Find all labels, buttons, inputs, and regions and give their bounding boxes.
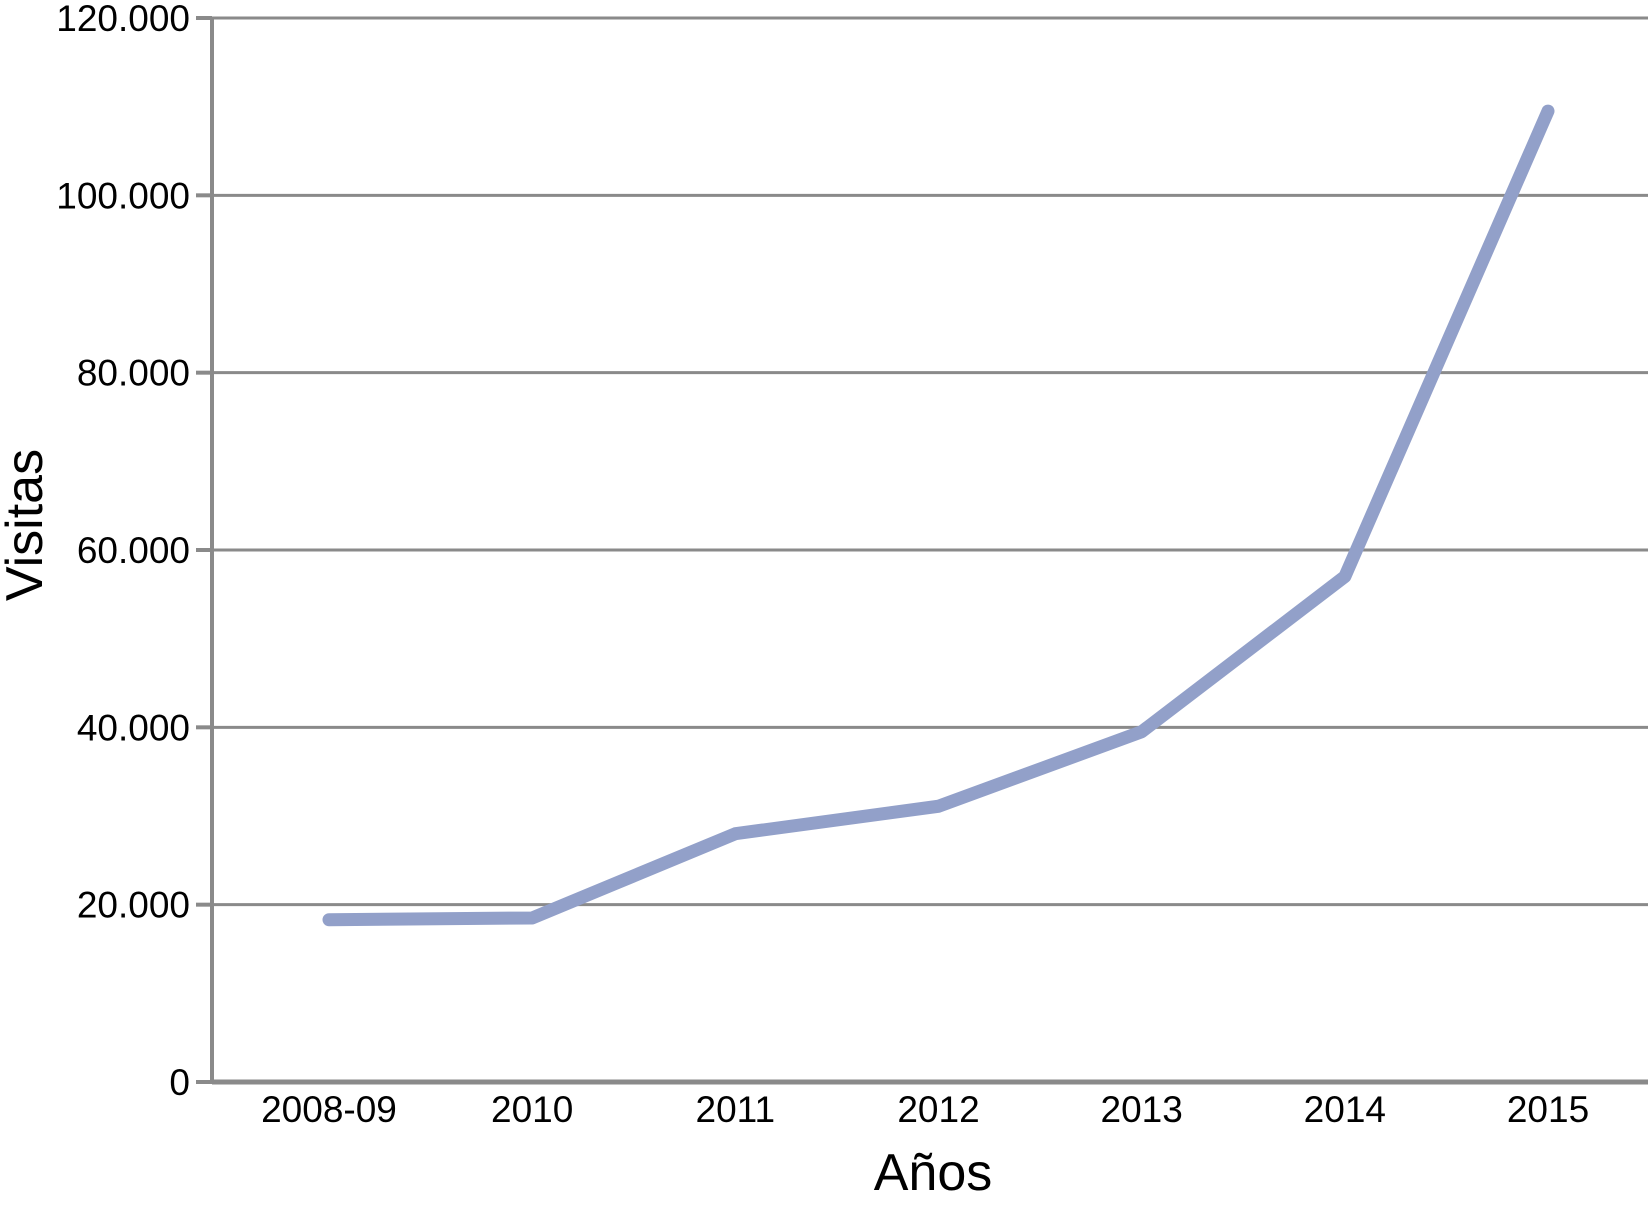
x-tick-label: 2015 <box>1507 1089 1589 1130</box>
x-tick-label: 2013 <box>1101 1089 1183 1130</box>
data-line-visitas <box>322 104 1555 927</box>
x-tick-label: 2011 <box>696 1089 776 1130</box>
y-axis-ticks <box>196 16 212 1084</box>
x-tick-label: 2008-09 <box>261 1089 397 1130</box>
x-tick-label: 2012 <box>897 1089 979 1130</box>
x-tick-label: 2014 <box>1304 1089 1386 1130</box>
y-tick-label: 60.000 <box>77 530 190 571</box>
x-tick-label: 2010 <box>491 1089 573 1130</box>
y-tick-label: 100.000 <box>56 175 190 216</box>
x-axis-title: Años <box>874 1144 993 1202</box>
y-tick-label: 20.000 <box>77 885 190 926</box>
gridlines <box>212 16 1648 907</box>
x-axis-tick-labels: 2008-09 2010 2011 2012 2013 2014 2015 <box>261 1089 1589 1130</box>
y-tick-label: 120.000 <box>56 0 190 39</box>
y-axis-title: Visitas <box>0 449 54 601</box>
y-tick-label: 40.000 <box>77 707 190 748</box>
y-tick-label: 0 <box>169 1062 190 1103</box>
axes <box>210 18 1648 1085</box>
y-axis-tick-labels: 0 20.000 40.000 60.000 80.000 100.000 120.000 <box>56 0 190 1103</box>
y-tick-label: 80.000 <box>77 353 190 394</box>
series-layer <box>322 104 1555 927</box>
